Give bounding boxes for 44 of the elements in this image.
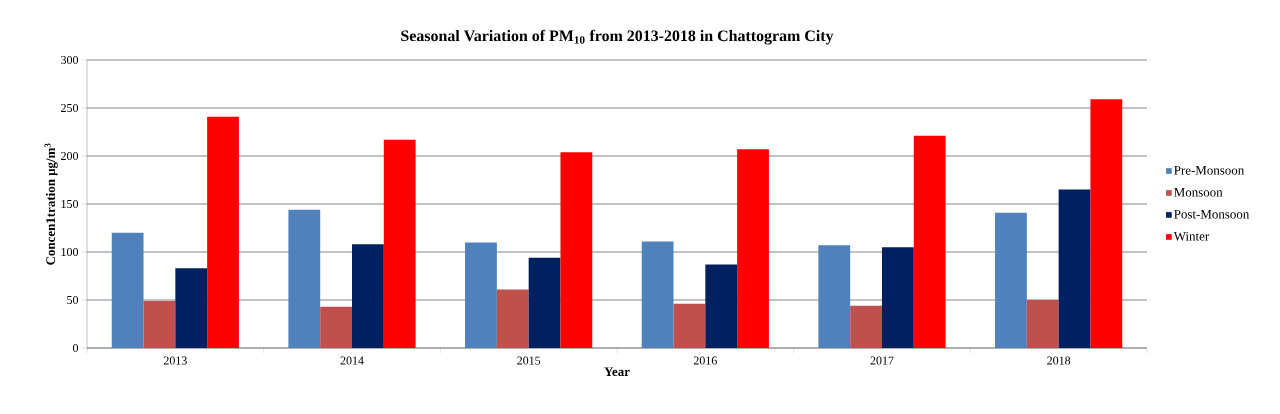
y-tick-label: 300 xyxy=(61,55,79,65)
chart-title: Seasonal Variation of PM$_{10}$ from 2013-2018 in Chattogram City xyxy=(401,29,834,45)
legend-label: Pre-Monsoon xyxy=(1174,166,1245,175)
bar xyxy=(850,305,882,348)
x-axis-title: Year xyxy=(604,367,630,377)
y-tick-label: 100 xyxy=(61,247,79,257)
x-tick-label: 2017 xyxy=(870,356,894,365)
y-tick-label: 200 xyxy=(61,151,79,161)
y-tick-label: 150 xyxy=(61,199,79,209)
bar xyxy=(352,244,384,348)
bar xyxy=(528,257,561,348)
y-tick-label: 0 xyxy=(72,343,79,353)
bar xyxy=(913,135,946,348)
x-tick-label: 2018 xyxy=(1047,356,1071,365)
bar xyxy=(881,247,914,348)
legend-label: Monsoon xyxy=(1174,187,1223,197)
bar xyxy=(705,264,738,348)
bar xyxy=(143,300,176,348)
bar xyxy=(1090,99,1123,348)
x-tick-label: 2013 xyxy=(163,356,187,365)
bar xyxy=(818,245,851,348)
bar xyxy=(560,152,593,348)
bar xyxy=(320,306,352,348)
y-tick-label: 50 xyxy=(67,295,79,305)
x-tick-label: 2014 xyxy=(340,356,364,365)
bar xyxy=(995,212,1027,348)
bar xyxy=(465,242,497,348)
bar xyxy=(288,209,321,348)
bar xyxy=(641,241,674,348)
bar xyxy=(111,232,144,348)
bar xyxy=(1026,300,1059,348)
y-axis-title: Concen1tration μg/m$^{3}$ xyxy=(44,143,58,265)
legend-label: Post-Monsoon xyxy=(1174,209,1250,219)
bar xyxy=(737,149,769,348)
bar xyxy=(175,268,208,348)
bar xyxy=(673,303,706,348)
bar xyxy=(1058,189,1091,348)
bar xyxy=(207,116,239,348)
y-tick-label: 250 xyxy=(61,103,79,113)
x-tick-label: 2016 xyxy=(693,356,717,365)
legend-label: Winter xyxy=(1173,231,1210,241)
bar xyxy=(383,139,416,348)
bar xyxy=(496,289,529,348)
x-tick-label: 2015 xyxy=(517,356,541,365)
